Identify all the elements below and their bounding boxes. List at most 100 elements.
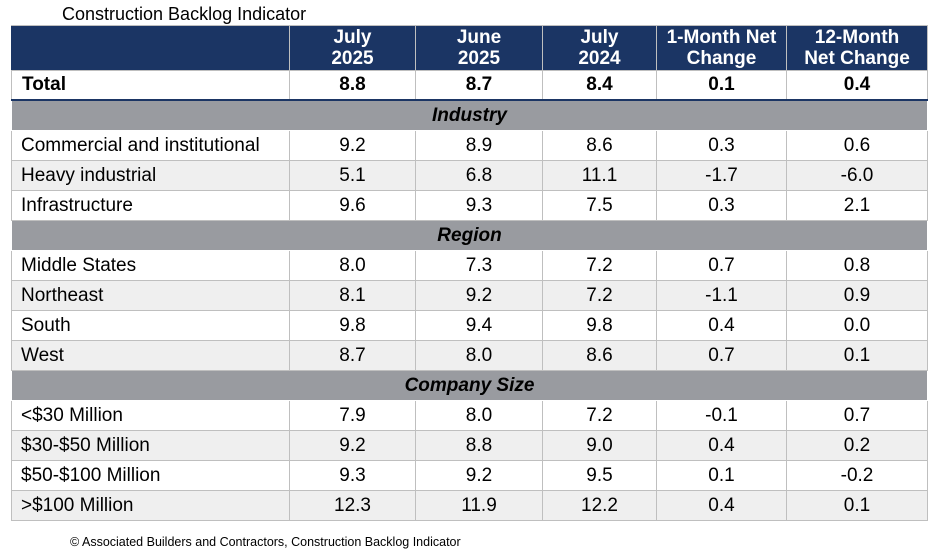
table-cell: 7.2	[542, 400, 657, 431]
table-cell: 9.5	[542, 460, 657, 491]
table-cell: 8.0	[415, 340, 543, 371]
table-cell: 7.5	[542, 190, 657, 221]
table-body: Total 8.8 8.7 8.4 0.1 0.4 Industry Commer…	[11, 70, 928, 521]
row-label: Infrastructure	[11, 190, 290, 221]
column-header-line1: July	[580, 27, 619, 48]
table-cell: 9.0	[542, 430, 657, 461]
table-title: Construction Backlog Indicator	[62, 4, 307, 24]
table-cell: 0.9	[786, 280, 928, 311]
table-cell: 8.8	[415, 430, 543, 461]
table-cell: 0.4	[656, 310, 787, 341]
table-cell: 7.9	[289, 400, 416, 431]
table-cell: 0.3	[656, 130, 787, 161]
column-header-line1: July	[333, 27, 372, 48]
column-header-line2: 2024	[578, 48, 621, 69]
row-label: West	[11, 340, 290, 371]
row-label: Heavy industrial	[11, 160, 290, 191]
table-cell: 9.3	[415, 190, 543, 221]
table-cell: 8.1	[289, 280, 416, 311]
table-cell: 0.3	[656, 190, 787, 221]
table-cell: 0.4	[656, 490, 787, 521]
section-header-row: Company Size	[11, 370, 928, 401]
table-row: West 8.7 8.0 8.6 0.7 0.1	[11, 340, 928, 371]
table-cell: 0.4	[786, 70, 928, 101]
header-corner	[11, 25, 290, 71]
column-header-line1: 1-Month Net	[666, 27, 777, 48]
table-cell: 11.1	[542, 160, 657, 191]
table-cell: 0.4	[656, 430, 787, 461]
column-header-line2: 2025	[457, 48, 501, 69]
source-footnote: © Associated Builders and Contractors, C…	[70, 535, 461, 549]
table-cell: 5.1	[289, 160, 416, 191]
table-cell: 8.4	[542, 70, 657, 101]
column-header: June 2025	[415, 25, 543, 71]
table-cell: 8.0	[289, 250, 416, 281]
table-cell: 7.2	[542, 250, 657, 281]
table-cell: 9.2	[415, 460, 543, 491]
table-cell: 9.3	[289, 460, 416, 491]
backlog-table: July 2025 June 2025 July 2024 1-Month Ne…	[11, 25, 928, 521]
table-cell: 0.8	[786, 250, 928, 281]
table-cell: 0.1	[786, 490, 928, 521]
column-header-line2: Net Change	[804, 48, 910, 69]
table-cell: 12.2	[542, 490, 657, 521]
table-cell: -6.0	[786, 160, 928, 191]
table-cell: -1.1	[656, 280, 787, 311]
table-cell: -0.1	[656, 400, 787, 431]
table-row: Northeast 8.1 9.2 7.2 -1.1 0.9	[11, 280, 928, 311]
row-label: Commercial and institutional	[11, 130, 290, 161]
table-cell: 9.2	[415, 280, 543, 311]
table-cell: 8.0	[415, 400, 543, 431]
row-label: $50-$100 Million	[11, 460, 290, 491]
table-cell: 12.3	[289, 490, 416, 521]
table-cell: 9.8	[289, 310, 416, 341]
table-cell: 8.7	[415, 70, 543, 101]
table-cell: 8.9	[415, 130, 543, 161]
table-cell: 11.9	[415, 490, 543, 521]
table-cell: 7.2	[542, 280, 657, 311]
table-cell: 0.1	[656, 70, 787, 101]
section-title: Region	[11, 220, 928, 251]
column-header-line1: 12-Month	[814, 27, 900, 48]
table-row: <$30 Million 7.9 8.0 7.2 -0.1 0.7	[11, 400, 928, 431]
column-header: July 2024	[542, 25, 657, 71]
table-row: South 9.8 9.4 9.8 0.4 0.0	[11, 310, 928, 341]
table-row: $50-$100 Million 9.3 9.2 9.5 0.1 -0.2	[11, 460, 928, 491]
table-cell: 8.7	[289, 340, 416, 371]
table-cell: 9.4	[415, 310, 543, 341]
section-header-row: Industry	[11, 99, 928, 131]
column-header: July 2025	[289, 25, 416, 71]
header-row: July 2025 June 2025 July 2024 1-Month Ne…	[11, 25, 928, 71]
column-header-line2: Change	[686, 48, 757, 69]
row-label: South	[11, 310, 290, 341]
row-label: Total	[11, 70, 290, 101]
table-row: Middle States 8.0 7.3 7.2 0.7 0.8	[11, 250, 928, 281]
row-label: >$100 Million	[11, 490, 290, 521]
row-label: Northeast	[11, 280, 290, 311]
table-cell: 8.6	[542, 130, 657, 161]
table-cell: 0.2	[786, 430, 928, 461]
table-cell: 2.1	[786, 190, 928, 221]
table-cell: 9.2	[289, 130, 416, 161]
table-row: Infrastructure 9.6 9.3 7.5 0.3 2.1	[11, 190, 928, 221]
table-cell: 9.8	[542, 310, 657, 341]
table-cell: 9.2	[289, 430, 416, 461]
table-cell: 7.3	[415, 250, 543, 281]
table-cell: 0.7	[786, 400, 928, 431]
table-cell: 8.8	[289, 70, 416, 101]
table-cell: 0.0	[786, 310, 928, 341]
table-cell: 8.6	[542, 340, 657, 371]
table-row: Commercial and institutional 9.2 8.9 8.6 0.3…	[11, 130, 928, 161]
section-header-row: Region	[11, 220, 928, 251]
total-row: Total 8.8 8.7 8.4 0.1 0.4	[11, 70, 928, 101]
table-cell: -0.2	[786, 460, 928, 491]
table-cell: 0.7	[656, 250, 787, 281]
column-header: 12-Month Net Change	[786, 25, 928, 71]
table-cell: 0.7	[656, 340, 787, 371]
table-cell: 9.6	[289, 190, 416, 221]
table-cell: 0.1	[656, 460, 787, 491]
column-header-line1: June	[456, 27, 502, 48]
section-title: Company Size	[11, 370, 928, 401]
column-header-line2: 2025	[331, 48, 374, 69]
table-cell: 0.6	[786, 130, 928, 161]
